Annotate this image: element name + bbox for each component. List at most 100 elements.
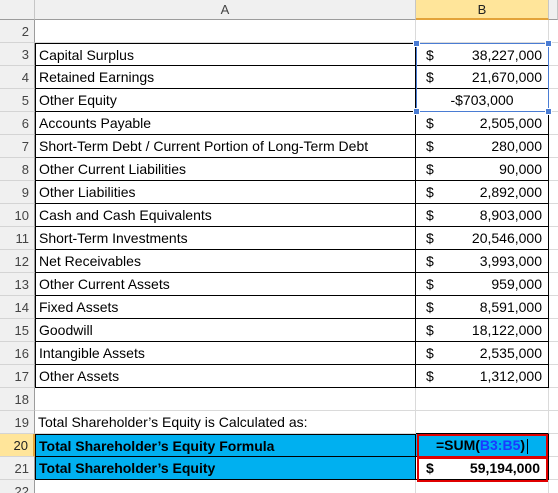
row-header[interactable]: 20 — [0, 434, 35, 457]
amount: 2,505,000 — [479, 115, 542, 131]
cell-a[interactable]: Net Receivables — [35, 250, 416, 273]
cell-b[interactable]: $8,903,000 — [416, 204, 549, 227]
row-header[interactable]: 6 — [0, 112, 35, 135]
cell-b[interactable]: $18,122,000 — [416, 319, 549, 342]
currency-symbol: $ — [426, 299, 434, 315]
row-header[interactable]: 11 — [0, 227, 35, 250]
amount: 2,535,000 — [479, 345, 542, 361]
cell-c[interactable] — [549, 43, 558, 66]
cell-b[interactable]: $2,505,000 — [416, 112, 549, 135]
cell-a[interactable]: Retained Earnings — [35, 66, 416, 89]
column-header-b[interactable]: B — [416, 0, 549, 20]
row-header[interactable]: 13 — [0, 273, 35, 296]
result-highlight-box — [417, 457, 548, 482]
cell-a[interactable]: Short-Term Debt / Current Portion of Lon… — [35, 135, 416, 158]
cell-b[interactable]: $3,993,000 — [416, 250, 549, 273]
cell-c[interactable] — [549, 342, 558, 365]
column-header-a[interactable]: A — [35, 0, 416, 20]
cell-a[interactable]: Short-Term Investments — [35, 227, 416, 250]
row-header[interactable]: 22 — [0, 480, 35, 493]
row-header[interactable]: 18 — [0, 388, 35, 411]
cell-b[interactable] — [416, 20, 549, 43]
resize-handle[interactable] — [545, 108, 552, 115]
table-row: 15 Goodwill $18,122,000 — [0, 319, 558, 342]
currency-symbol: $ — [426, 230, 434, 246]
formula-highlight-box — [417, 434, 548, 458]
cell-c[interactable] — [549, 273, 558, 296]
cell-c[interactable] — [549, 434, 558, 457]
cell-c[interactable] — [549, 250, 558, 273]
row-header[interactable]: 2 — [0, 20, 35, 43]
amount: 3,993,000 — [479, 253, 542, 269]
cell-c[interactable] — [549, 66, 558, 89]
cell-c[interactable] — [549, 112, 558, 135]
row-header[interactable]: 8 — [0, 158, 35, 181]
cell-a[interactable]: Other Equity — [35, 89, 416, 112]
row-header[interactable]: 19 — [0, 411, 35, 434]
table-row: 9 Other Liabilities $2,892,000 — [0, 181, 558, 204]
cell-b[interactable]: $2,892,000 — [416, 181, 549, 204]
cell-b[interactable]: $2,535,000 — [416, 342, 549, 365]
row-header[interactable]: 10 — [0, 204, 35, 227]
cell-a[interactable]: Accounts Payable — [35, 112, 416, 135]
cell-a[interactable]: Total Shareholder’s Equity is Calculated… — [35, 411, 416, 434]
cell-a[interactable]: Capital Surplus — [35, 43, 416, 66]
row-header[interactable]: 5 — [0, 89, 35, 112]
cell-c[interactable] — [549, 181, 558, 204]
cell-a[interactable]: Other Assets — [35, 365, 416, 388]
row-header[interactable]: 7 — [0, 135, 35, 158]
cell-c[interactable] — [549, 204, 558, 227]
currency-symbol: $ — [426, 276, 434, 292]
cell-a[interactable] — [35, 20, 416, 43]
cell-a[interactable]: Cash and Cash Equivalents — [35, 204, 416, 227]
cell-b[interactable] — [416, 388, 549, 411]
cell-b[interactable] — [416, 411, 549, 434]
cell-a[interactable] — [35, 480, 416, 493]
formula-label-cell[interactable]: Total Shareholder’s Equity Formula — [35, 434, 416, 457]
row-header[interactable]: 9 — [0, 181, 35, 204]
row-header[interactable]: 15 — [0, 319, 35, 342]
row-header[interactable]: 3 — [0, 43, 35, 66]
cell-c[interactable] — [549, 457, 558, 480]
resize-handle[interactable] — [413, 108, 420, 115]
cell-c[interactable] — [549, 158, 558, 181]
cell-a[interactable]: Fixed Assets — [35, 296, 416, 319]
currency-symbol: $ — [426, 345, 434, 361]
amount: 8,591,000 — [479, 299, 542, 315]
cell-a[interactable]: Other Current Liabilities — [35, 158, 416, 181]
table-row: 18 — [0, 388, 558, 411]
cell-c[interactable] — [549, 411, 558, 434]
cell-a[interactable]: Goodwill — [35, 319, 416, 342]
row-header[interactable]: 16 — [0, 342, 35, 365]
row-header[interactable]: 17 — [0, 365, 35, 388]
row-header[interactable]: 21 — [0, 457, 35, 480]
column-header-c[interactable] — [549, 0, 558, 20]
cell-a[interactable]: Intangible Assets — [35, 342, 416, 365]
cell-c[interactable] — [549, 365, 558, 388]
cell-a[interactable]: Other Current Assets — [35, 273, 416, 296]
cell-b[interactable]: $90,000 — [416, 158, 549, 181]
cell-b[interactable]: $280,000 — [416, 135, 549, 158]
resize-handle[interactable] — [545, 40, 552, 47]
cell-b[interactable]: $20,546,000 — [416, 227, 549, 250]
cell-c[interactable] — [549, 135, 558, 158]
cell-a[interactable] — [35, 388, 416, 411]
cell-c[interactable] — [549, 296, 558, 319]
row-header[interactable]: 14 — [0, 296, 35, 319]
cell-b[interactable]: $959,000 — [416, 273, 549, 296]
cell-c[interactable] — [549, 388, 558, 411]
cell-a[interactable]: Other Liabilities — [35, 181, 416, 204]
result-cell[interactable]: $59,194,000 — [416, 457, 549, 480]
cell-c[interactable] — [549, 227, 558, 250]
cell-b[interactable] — [416, 480, 549, 493]
select-all-corner[interactable] — [0, 0, 35, 20]
resize-handle[interactable] — [413, 40, 420, 47]
cell-c[interactable] — [549, 20, 558, 43]
result-label-cell[interactable]: Total Shareholder’s Equity — [35, 457, 416, 480]
cell-b[interactable]: $1,312,000 — [416, 365, 549, 388]
cell-c[interactable] — [549, 89, 558, 112]
row-header[interactable]: 4 — [0, 66, 35, 89]
cell-b[interactable]: $8,591,000 — [416, 296, 549, 319]
row-header[interactable]: 12 — [0, 250, 35, 273]
cell-c[interactable] — [549, 319, 558, 342]
